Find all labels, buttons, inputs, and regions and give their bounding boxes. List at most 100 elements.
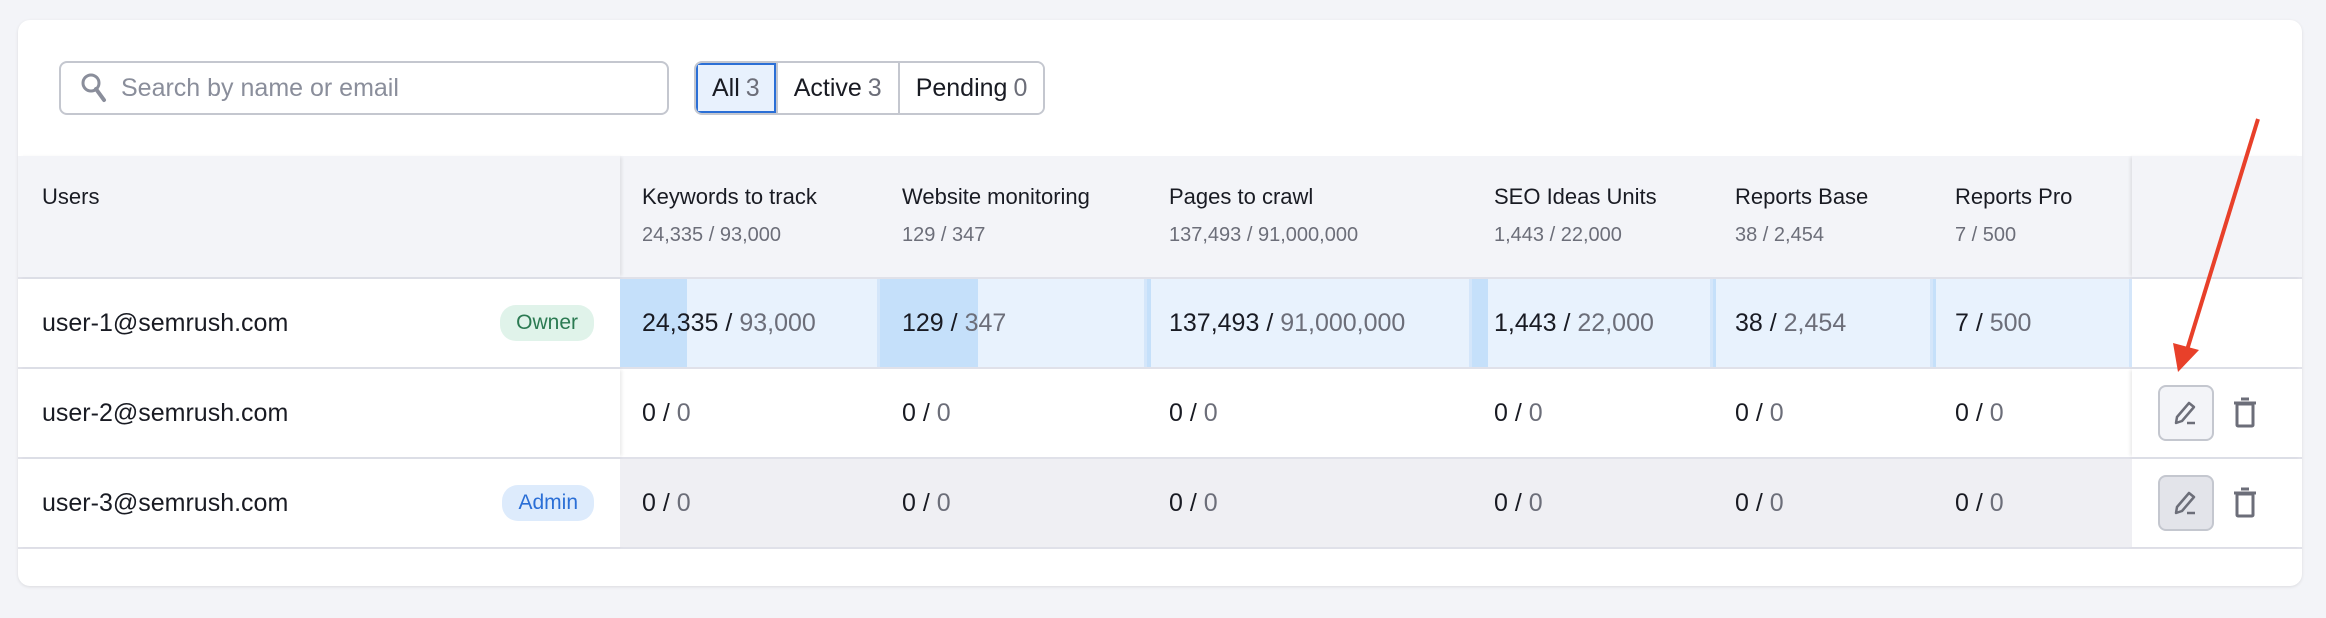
usage-cell[interactable]: 1,443 / 22,000 [1472,279,1713,367]
filter-label: Pending [915,73,1008,102]
usage-cell[interactable]: 24,335 / 93,000 [620,279,880,367]
filter-pending[interactable]: Pending 0 [897,63,1044,113]
limit-value: 93,000 [739,308,816,337]
usage-cell[interactable]: 0 / 0 [1713,369,1933,457]
usage-value: 38 / 2,454 [1735,308,1847,337]
usage-value: 0 / 0 [1955,398,2004,427]
row-actions [2132,369,2302,457]
column-title: SEO Ideas Units [1494,184,1657,209]
search-icon [81,73,106,102]
limit-value: 22,000 [1577,308,1654,337]
usage-cell[interactable]: 7 / 500 [1933,279,2132,367]
limit-value: 0 [676,488,691,517]
usage-value: 0 / 0 [1494,488,1543,517]
actions-column-header [2132,156,2302,277]
usage-fill-bar [1147,279,1151,367]
usage-fill-bar [1472,279,1488,367]
column-usage-total: 129 / 347 [902,224,986,246]
search-input-wrapper[interactable] [59,61,669,115]
usage-cell[interactable]: 0 / 0 [1147,459,1472,547]
usage-fill-bar [1713,279,1717,367]
usage-value: 0 / 0 [1169,398,1218,427]
used-value: 0 [1735,488,1749,517]
usage-value: 0 / 0 [902,488,951,517]
users-column-header[interactable]: Users [18,156,620,277]
pencil-icon [2174,491,2196,515]
usage-value: 24,335 / 93,000 [642,308,816,337]
used-value: 0 [1955,488,1969,517]
column-header[interactable]: Website monitoring 129 / 347 [880,156,1147,277]
limit-value: 2,454 [1783,308,1847,337]
filter-all[interactable]: All 3 [696,63,776,113]
limit-value: 0 [1203,398,1218,427]
used-value: 0 [1735,398,1749,427]
usage-value: 0 / 0 [1735,488,1784,517]
search-input[interactable] [121,73,641,103]
limit-value: 0 [936,488,951,517]
table-header: Users Keywords to track 24,335 / 93,000 Web… [18,156,2302,279]
column-title: Reports Base [1735,184,1869,209]
filter-count: 3 [745,73,760,102]
row-actions [2132,459,2302,547]
used-value: 24,335 [642,308,719,337]
usage-cell[interactable]: 0 / 0 [1472,369,1713,457]
usage-cell[interactable]: 0 / 0 [880,459,1147,547]
limit-value: 0 [1769,488,1784,517]
usage-cell[interactable]: 38 / 2,454 [1713,279,1933,367]
usage-cell[interactable]: 0 / 0 [1713,459,1933,547]
usage-cell[interactable]: 0 / 0 [1147,369,1472,457]
limit-value: 0 [676,398,691,427]
filter-label: All [712,73,740,102]
usage-value: 0 / 0 [1494,398,1543,427]
column-header[interactable]: Reports Pro 7 / 500 [1933,156,2132,277]
limit-value: 347 [964,308,1007,337]
usage-cell[interactable]: 0 / 0 [1472,459,1713,547]
filter-active[interactable]: Active 3 [775,63,898,113]
user-email: user-2@semrush.com [42,398,289,427]
column-usage-total: 137,493 / 91,000,000 [1169,224,1359,246]
used-value: 1,443 [1494,308,1557,337]
usage-value: 0 / 0 [1955,488,2004,517]
users-table: Users Keywords to track 24,335 / 93,000 Web… [18,156,2302,549]
filter-label: Active [793,73,862,102]
filter-count: 3 [867,73,882,102]
column-usage-total: 7 / 500 [1955,224,2017,246]
usage-value: 7 / 500 [1955,308,2032,337]
usage-cell[interactable]: 0 / 0 [1933,369,2132,457]
column-header[interactable]: Reports Base 38 / 2,454 [1713,156,1933,277]
usage-cell[interactable]: 0 / 0 [880,369,1147,457]
table-row: user-2@semrush.com 0 / 0 0 / 0 0 / 0 0 / 0 0 … [18,369,2302,459]
trash-icon[interactable] [2232,487,2258,519]
column-title: Website monitoring [902,184,1090,209]
usage-cell[interactable]: 0 / 0 [1933,459,2132,547]
column-usage-total: 24,335 / 93,000 [642,224,782,246]
limit-value: 0 [1989,398,2004,427]
column-usage-total: 1,443 / 22,000 [1494,224,1622,246]
limit-value: 0 [1989,488,2004,517]
used-value: 0 [642,398,656,427]
usage-value: 0 / 0 [902,398,951,427]
usage-cell[interactable]: 0 / 0 [620,459,880,547]
table-row: user-3@semrush.com Admin 0 / 0 0 / 0 0 / 0 0 … [18,459,2302,549]
column-header[interactable]: SEO Ideas Units 1,443 / 22,000 [1472,156,1713,277]
usage-cell[interactable]: 137,493 / 91,000,000 [1147,279,1472,367]
usage-value: 1,443 / 22,000 [1494,308,1654,337]
column-header[interactable]: Keywords to track 24,335 / 93,000 [620,156,880,277]
user-email: user-3@semrush.com [42,488,289,517]
row-actions [2132,279,2302,367]
usage-value: 0 / 0 [642,398,691,427]
user-email: user-1@semrush.com [42,308,289,337]
role-badge: Owner [500,305,594,341]
edit-button[interactable] [2158,475,2214,531]
usage-cell[interactable]: 0 / 0 [620,369,880,457]
usage-cell[interactable]: 129 / 347 [880,279,1147,367]
user-cell: user-2@semrush.com [18,369,620,457]
usage-fill-bar [620,279,688,367]
edit-button[interactable] [2158,385,2214,441]
pencil-icon [2174,401,2196,425]
user-cell: user-3@semrush.com Admin [18,459,620,547]
column-header[interactable]: Pages to crawl 137,493 / 91,000,000 [1147,156,1472,277]
limit-value: 0 [1528,488,1543,517]
used-value: 0 [642,488,656,517]
trash-icon[interactable] [2232,397,2258,429]
